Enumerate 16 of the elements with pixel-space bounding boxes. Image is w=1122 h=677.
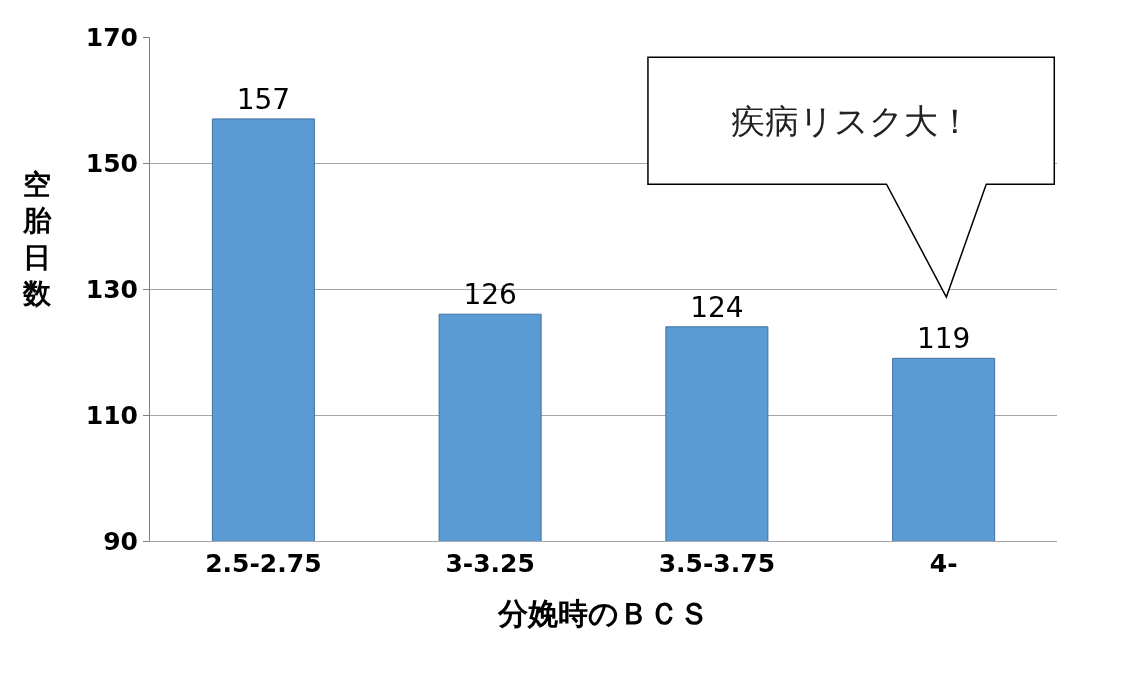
y-tick-label: 110 bbox=[85, 400, 138, 430]
y-tick-label: 90 bbox=[103, 526, 138, 556]
x-tick-label: 2.5-2.75 bbox=[205, 549, 322, 578]
y-axis-title: 空胎日数 bbox=[22, 168, 52, 311]
data-label: 124 bbox=[690, 290, 744, 324]
x-tick-label: 4- bbox=[929, 549, 958, 578]
data-label: 157 bbox=[236, 82, 291, 116]
y-tick-label: 130 bbox=[85, 274, 138, 304]
annotation: 疾病リスク大！ bbox=[731, 101, 972, 141]
y-tick-label: 150 bbox=[85, 148, 138, 178]
data-label: 126 bbox=[463, 278, 517, 312]
x-tick-label: 3.5-3.75 bbox=[658, 549, 776, 578]
x-axis-title: 分娩時のＢＣＳ bbox=[497, 595, 709, 631]
x-tick-label: 3-3.25 bbox=[445, 549, 535, 578]
data-label: 119 bbox=[916, 322, 971, 356]
y-tick-label: 170 bbox=[85, 22, 138, 52]
